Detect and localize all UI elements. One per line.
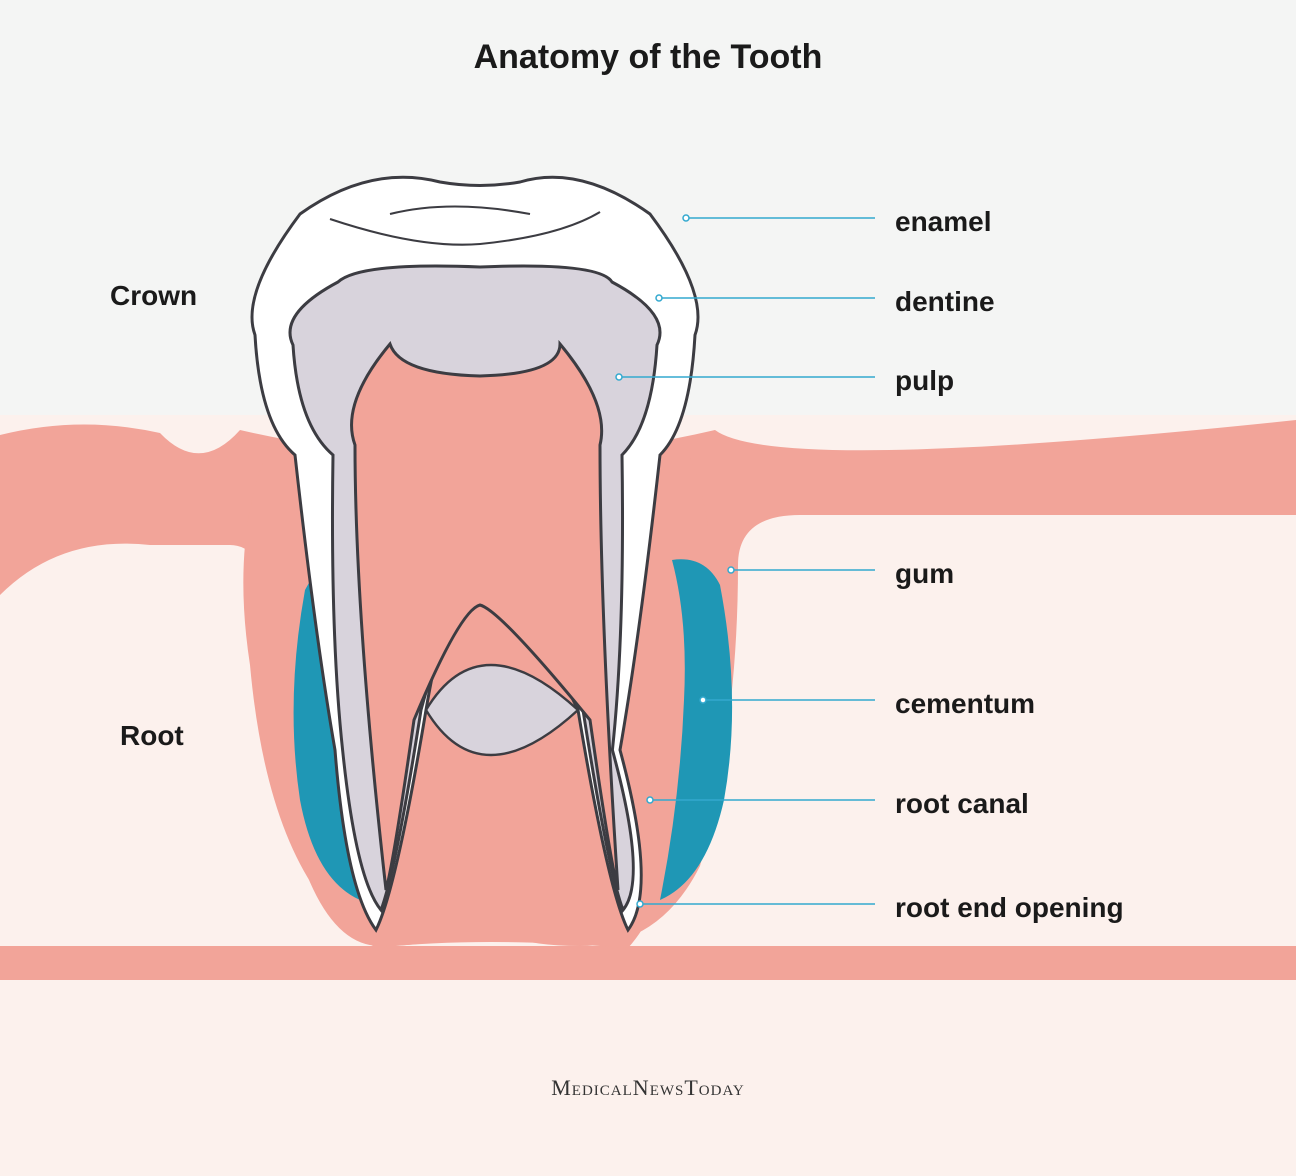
footer-text: MedicalNewsToday [551, 1075, 745, 1100]
leader-dot-dentine [656, 295, 662, 301]
leader-dot-pulp [616, 374, 622, 380]
leader-dot-root-end-opening [637, 901, 643, 907]
leader-dot-gum [728, 567, 734, 573]
diagram-stage: Anatomy of the Tooth MedicalNewsToday Cr… [0, 0, 1296, 1176]
source-attribution: MedicalNewsToday [0, 1075, 1296, 1101]
gum-bottom-band [0, 958, 1296, 980]
label-enamel: enamel [895, 206, 992, 238]
label-cementum: cementum [895, 688, 1035, 720]
leader-dot-enamel [683, 215, 689, 221]
label-root-canal: root canal [895, 788, 1029, 820]
section-label-crown: Crown [110, 280, 197, 312]
diagram-title: Anatomy of the Tooth [0, 38, 1296, 77]
label-gum: gum [895, 558, 954, 590]
tooth-diagram-svg [0, 0, 1296, 1176]
label-dentine: dentine [895, 286, 995, 318]
label-root-end-opening: root end opening [895, 892, 1124, 924]
leader-dot-cementum [700, 697, 706, 703]
section-label-root: Root [120, 720, 184, 752]
label-pulp: pulp [895, 365, 954, 397]
leader-dot-root-canal [647, 797, 653, 803]
